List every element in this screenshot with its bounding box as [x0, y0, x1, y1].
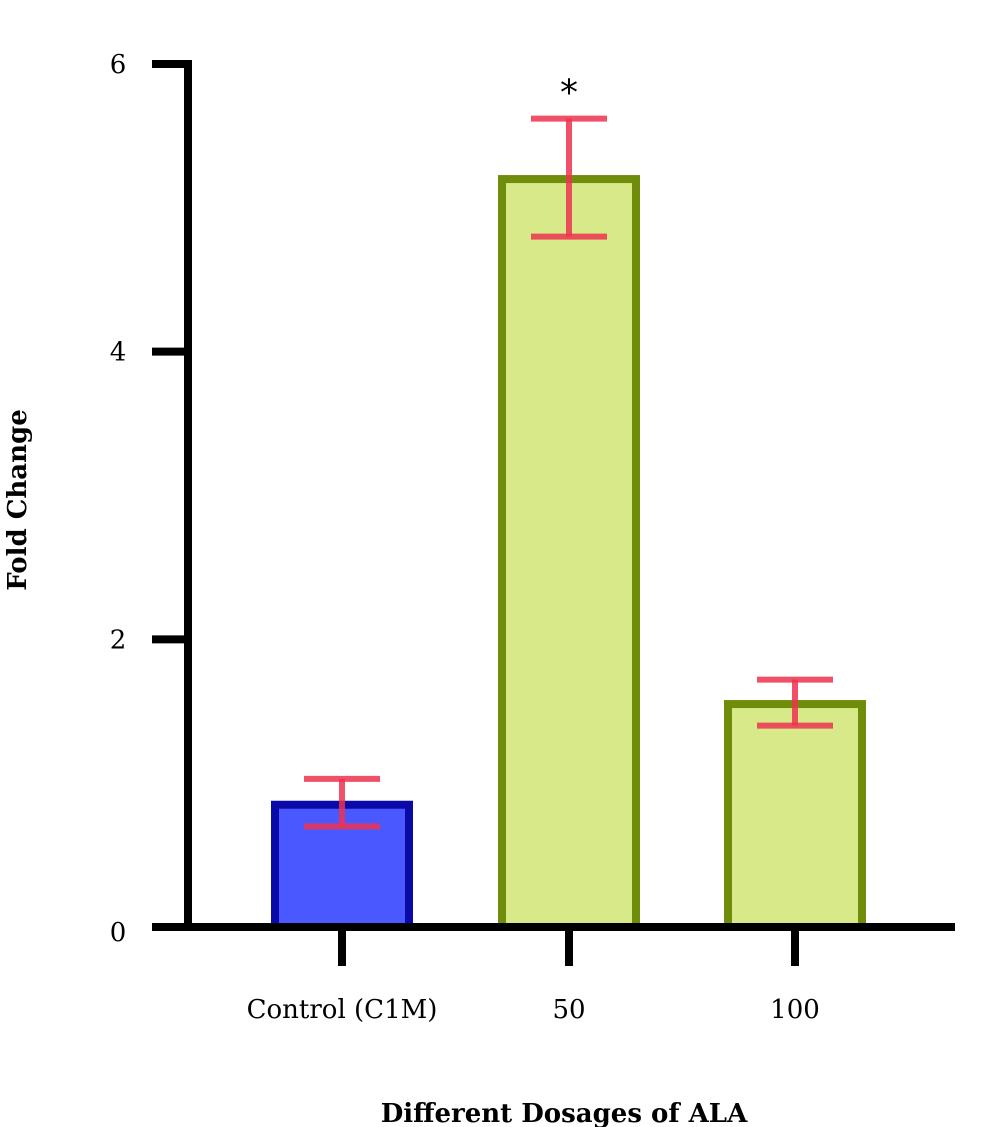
x-tick-label-0: Control (C1M) [247, 995, 438, 1025]
y-tick-label-2: 4 [110, 338, 127, 368]
y-axis-title: Fold Change [3, 409, 33, 591]
labels-layer: Control (C1M) 50 100 0 2 4 6 * [110, 50, 820, 1025]
x-axis-title: Different Dosages of ALA [381, 1099, 748, 1127]
significance-marker: * [560, 73, 578, 114]
bars-layer [271, 175, 866, 932]
x-tick-label-1: 50 [552, 995, 585, 1025]
y-tick-label-3: 6 [110, 50, 127, 80]
x-tick-label-2: 100 [770, 995, 820, 1025]
error-bars-layer [304, 115, 833, 830]
y-tick-label-0: 0 [110, 918, 127, 948]
bar-2 [724, 700, 866, 932]
y-tick-label-1: 2 [110, 625, 127, 655]
bar-1 [498, 175, 640, 932]
axes-layer [152, 60, 955, 966]
